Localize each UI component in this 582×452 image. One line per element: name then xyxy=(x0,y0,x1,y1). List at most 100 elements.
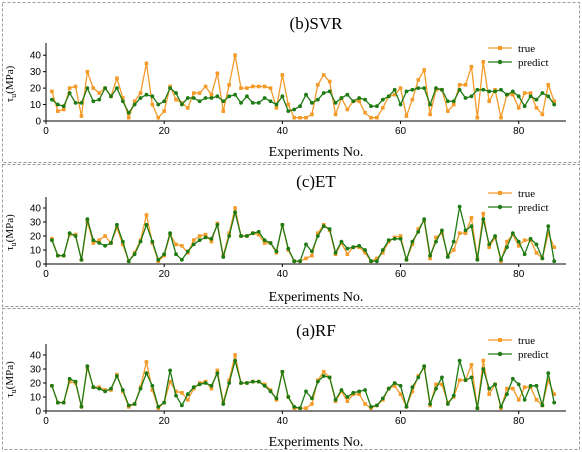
data-point-true xyxy=(150,388,155,392)
data-point-true xyxy=(67,86,72,90)
data-point-predict xyxy=(463,378,468,383)
data-point-predict xyxy=(120,99,125,104)
data-point-true xyxy=(381,106,385,110)
data-point-predict xyxy=(215,94,220,99)
data-point-true xyxy=(168,379,172,384)
series-true xyxy=(50,53,556,120)
data-point-predict xyxy=(61,400,66,405)
data-point-predict xyxy=(546,224,551,229)
data-point-true xyxy=(375,115,379,120)
data-point-predict xyxy=(321,374,326,378)
data-point-predict xyxy=(304,242,308,247)
data-point-predict xyxy=(262,238,267,243)
data-point-predict xyxy=(298,406,302,411)
data-point-predict xyxy=(386,238,391,243)
data-point-predict xyxy=(221,402,226,406)
data-point-predict xyxy=(115,374,119,378)
data-point-true xyxy=(115,225,119,230)
data-point-predict xyxy=(221,255,226,259)
data-point-predict xyxy=(333,250,338,255)
data-point-predict xyxy=(162,99,167,104)
x-tick-label: 40 xyxy=(277,269,289,280)
data-point-predict xyxy=(138,386,143,391)
data-point-predict xyxy=(85,217,90,222)
data-point-predict xyxy=(227,94,232,99)
data-point-predict xyxy=(487,386,492,391)
data-point-predict xyxy=(516,382,521,387)
data-point-predict xyxy=(363,97,367,102)
data-point-true xyxy=(345,399,350,403)
data-point-true xyxy=(487,392,491,396)
data-point-predict xyxy=(392,87,397,92)
data-point-predict xyxy=(528,94,533,99)
series-line-predict xyxy=(51,205,555,262)
data-point-true xyxy=(363,110,367,115)
data-point-predict xyxy=(262,96,267,100)
data-point-predict xyxy=(333,101,338,105)
data-point-predict xyxy=(61,104,66,109)
data-point-predict xyxy=(280,222,285,227)
data-point-true xyxy=(434,235,438,240)
y-axis-label-unit: (MPa) xyxy=(4,361,16,389)
data-point-true xyxy=(50,89,54,94)
data-point-true xyxy=(144,61,149,66)
data-point-predict xyxy=(469,224,474,229)
data-point-predict xyxy=(410,385,415,390)
data-point-predict xyxy=(215,371,220,376)
data-point-predict xyxy=(321,91,326,95)
y-axis-label: τu(MPa) xyxy=(4,214,18,251)
data-point-predict xyxy=(416,229,421,234)
data-point-predict xyxy=(516,94,521,99)
data-point-predict xyxy=(138,239,143,244)
data-point-true xyxy=(392,384,397,388)
data-point-true xyxy=(546,378,551,382)
data-point-true xyxy=(262,241,267,245)
data-point-predict xyxy=(552,102,557,107)
data-point-predict xyxy=(126,403,131,408)
chart-rf: (a)RF 0 10 20 30 40 0 20 40 60 80 τu(MPa) Experiment… xyxy=(4,321,566,450)
data-point-predict xyxy=(422,86,427,91)
data-point-true xyxy=(552,99,556,104)
data-point-predict xyxy=(380,396,385,401)
data-point-true xyxy=(469,64,474,69)
data-point-true xyxy=(327,79,332,84)
x-axis-label: Experiments No. xyxy=(269,435,364,450)
data-point-predict xyxy=(79,101,84,105)
data-point-predict xyxy=(404,404,409,409)
y-tick-label: 10 xyxy=(30,393,42,404)
data-point-predict xyxy=(215,222,220,227)
data-point-predict xyxy=(209,96,214,100)
data-point-predict xyxy=(357,243,362,248)
data-point-predict xyxy=(534,97,539,102)
y-axis-label-subscript: u xyxy=(9,389,18,393)
data-point-true xyxy=(457,83,462,87)
data-point-predict xyxy=(191,385,196,390)
data-point-true xyxy=(369,115,373,120)
y-tick-label: 0 xyxy=(35,117,41,128)
data-point-predict xyxy=(463,228,468,233)
data-point-predict xyxy=(150,239,155,244)
data-point-true xyxy=(410,242,415,247)
y-tick-label: 30 xyxy=(30,365,42,376)
y-tick-label: 10 xyxy=(30,100,42,111)
data-point-predict xyxy=(162,400,167,405)
data-point-predict xyxy=(499,404,503,409)
data-point-predict xyxy=(315,97,320,102)
series-predict xyxy=(50,358,557,411)
data-point-predict xyxy=(144,371,149,376)
data-point-true xyxy=(233,53,237,58)
data-point-predict xyxy=(298,259,302,264)
data-point-predict xyxy=(239,234,243,238)
data-point-predict xyxy=(227,381,232,385)
data-point-true xyxy=(191,91,196,95)
data-point-predict xyxy=(304,389,308,394)
data-point-predict xyxy=(286,109,291,114)
data-point-true xyxy=(522,238,527,242)
data-point-predict xyxy=(327,89,332,94)
data-point-true xyxy=(534,251,539,255)
data-point-predict xyxy=(221,99,226,104)
data-point-true xyxy=(162,109,166,113)
data-point-true xyxy=(333,112,338,117)
data-point-predict xyxy=(451,99,456,104)
